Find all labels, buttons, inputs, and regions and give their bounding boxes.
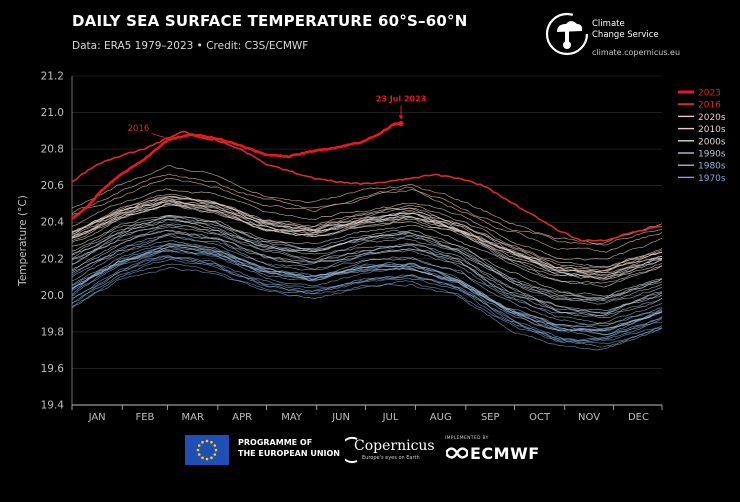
chart-subtitle: Data: ERA5 1979–2023 • Credit: C3S/ECMWF: [72, 40, 309, 52]
legend-label: 2020s: [698, 113, 726, 123]
eu-star: [205, 457, 209, 461]
x-tick-label: NOV: [578, 412, 600, 423]
eu-line2: THE EUROPEAN UNION: [238, 449, 340, 458]
y-tick-label: 19.6: [41, 363, 65, 375]
series-line-1990s: [71, 216, 663, 302]
series-line-1970s: [71, 256, 663, 341]
x-tick-label: OCT: [529, 412, 551, 423]
series-line-1980s: [71, 246, 663, 335]
eu-star: [197, 453, 201, 456]
brand-name: Climate Change Service: [592, 19, 659, 41]
x-tick-label: AUG: [430, 412, 452, 423]
series-line-1990s: [71, 230, 663, 317]
climate-change-service-logo-icon: [545, 12, 589, 56]
eu-star: [197, 444, 201, 447]
eu-star: [214, 448, 218, 452]
eu-star: [213, 444, 217, 447]
y-tick-label: 21.0: [41, 107, 64, 119]
legend-label: 2000s: [698, 137, 726, 147]
series-line-2010s: [71, 200, 662, 274]
series-line-1970s: [71, 258, 663, 342]
legend-label: 1990s: [698, 150, 726, 160]
series-line-2010s: [71, 188, 663, 261]
x-tick-label: FEB: [135, 412, 154, 423]
eu-star: [196, 448, 200, 452]
annotation-2023-label: 23 Jul 2023: [376, 95, 426, 104]
series-line-2010s: [71, 203, 663, 280]
series-line-2023: [71, 122, 402, 220]
y-tick-label: 20.6: [41, 180, 65, 192]
y-tick-label: 21.2: [41, 71, 64, 83]
annotation-2023-arrowhead: [398, 115, 404, 120]
y-tick-label: 20.8: [41, 144, 64, 156]
eu-star: [201, 456, 204, 460]
legend-label: 2016: [698, 101, 721, 111]
legend-label: 2023: [698, 89, 721, 99]
series-line-2000s: [71, 215, 663, 288]
series-line-1990s: [71, 214, 663, 297]
brand-line1: Climate: [592, 19, 625, 29]
legend-label: 1970s: [698, 174, 726, 184]
series-line-2000s: [71, 196, 663, 277]
eu-star: [201, 440, 204, 444]
series-line-1970s: [71, 263, 663, 348]
eu-star: [210, 456, 213, 460]
series-line-2010s: [71, 204, 663, 274]
eu-star: [205, 439, 209, 443]
marker-2023-end: [398, 120, 404, 127]
copernicus-tagline: Europe's eyes on Earth: [362, 455, 420, 461]
legend-label: 1980s: [698, 162, 726, 172]
x-tick-label: DEC: [628, 412, 649, 423]
series-line-1990s: [71, 224, 663, 311]
eu-star: [210, 440, 213, 444]
y-tick-label: 20.4: [41, 217, 65, 229]
annotation-2016-label: 2016: [128, 124, 150, 134]
temperature-chart: 19.4 19.6 19.8 20.0 20.2 20.4 20.6 20.8 21.0 21.2…: [17, 71, 726, 424]
x-tick-label: JUN: [331, 412, 350, 423]
series-line-1990s: [71, 219, 663, 301]
copernicus-wordmark: Copernicus: [354, 438, 435, 454]
x-tick-label: MAY: [281, 412, 303, 423]
x-tick-label: APR: [232, 412, 252, 423]
x-tick-label: JAN: [88, 412, 106, 423]
y-axis-label: Temperature (°C): [17, 195, 29, 287]
series-line-1990s: [71, 226, 663, 314]
series-line-1970s: [71, 266, 663, 351]
ecmwf-implemented-label: IMPLEMENTED BY: [445, 436, 489, 441]
brand-url: climate.copernicus.eu: [592, 48, 681, 57]
brand-line2: Change Service: [592, 30, 659, 40]
series-line-2020s: [71, 164, 663, 244]
series-line-1990s: [71, 223, 663, 305]
series-line-1980s: [71, 249, 663, 332]
x-tick-label: SEP: [481, 412, 500, 423]
ecmwf-logo-icon: [446, 447, 468, 459]
y-tick-label: 20.2: [41, 253, 64, 265]
series-line-2010s: [71, 198, 663, 269]
x-tick-label: MAR: [182, 412, 204, 423]
ecmwf-wordmark: ECMWF: [470, 444, 540, 463]
legend-label: 2010s: [698, 125, 726, 135]
y-tick-label: 20.0: [41, 290, 64, 302]
x-tick-label: JUL: [382, 412, 399, 423]
series-line-2020s: [71, 173, 663, 246]
series-line-2010s: [71, 201, 663, 273]
chart-title: DAILY SEA SURFACE TEMPERATURE 60°S–60°N: [72, 12, 468, 30]
series-line-2016: [71, 130, 663, 243]
series-line-1980s: [71, 243, 663, 330]
series-line-1980s: [71, 240, 663, 326]
series-line-2000s: [71, 215, 663, 300]
series-line-2010s: [71, 196, 663, 268]
eu-programme-text: PROGRAMME OF THE EUROPEAN UNION: [238, 437, 340, 459]
series-line-2020s: [71, 178, 663, 253]
series-line-2010s: [71, 193, 663, 272]
annotation-2016-arrow: [151, 133, 165, 138]
eu-flag-icon: [185, 435, 229, 465]
copernicus-logo-icon: [345, 437, 358, 463]
y-tick-label: 19.4: [41, 400, 65, 412]
eu-star: [213, 453, 217, 456]
y-tick-label: 19.8: [41, 326, 64, 338]
eu-line1: PROGRAMME OF: [238, 438, 313, 447]
